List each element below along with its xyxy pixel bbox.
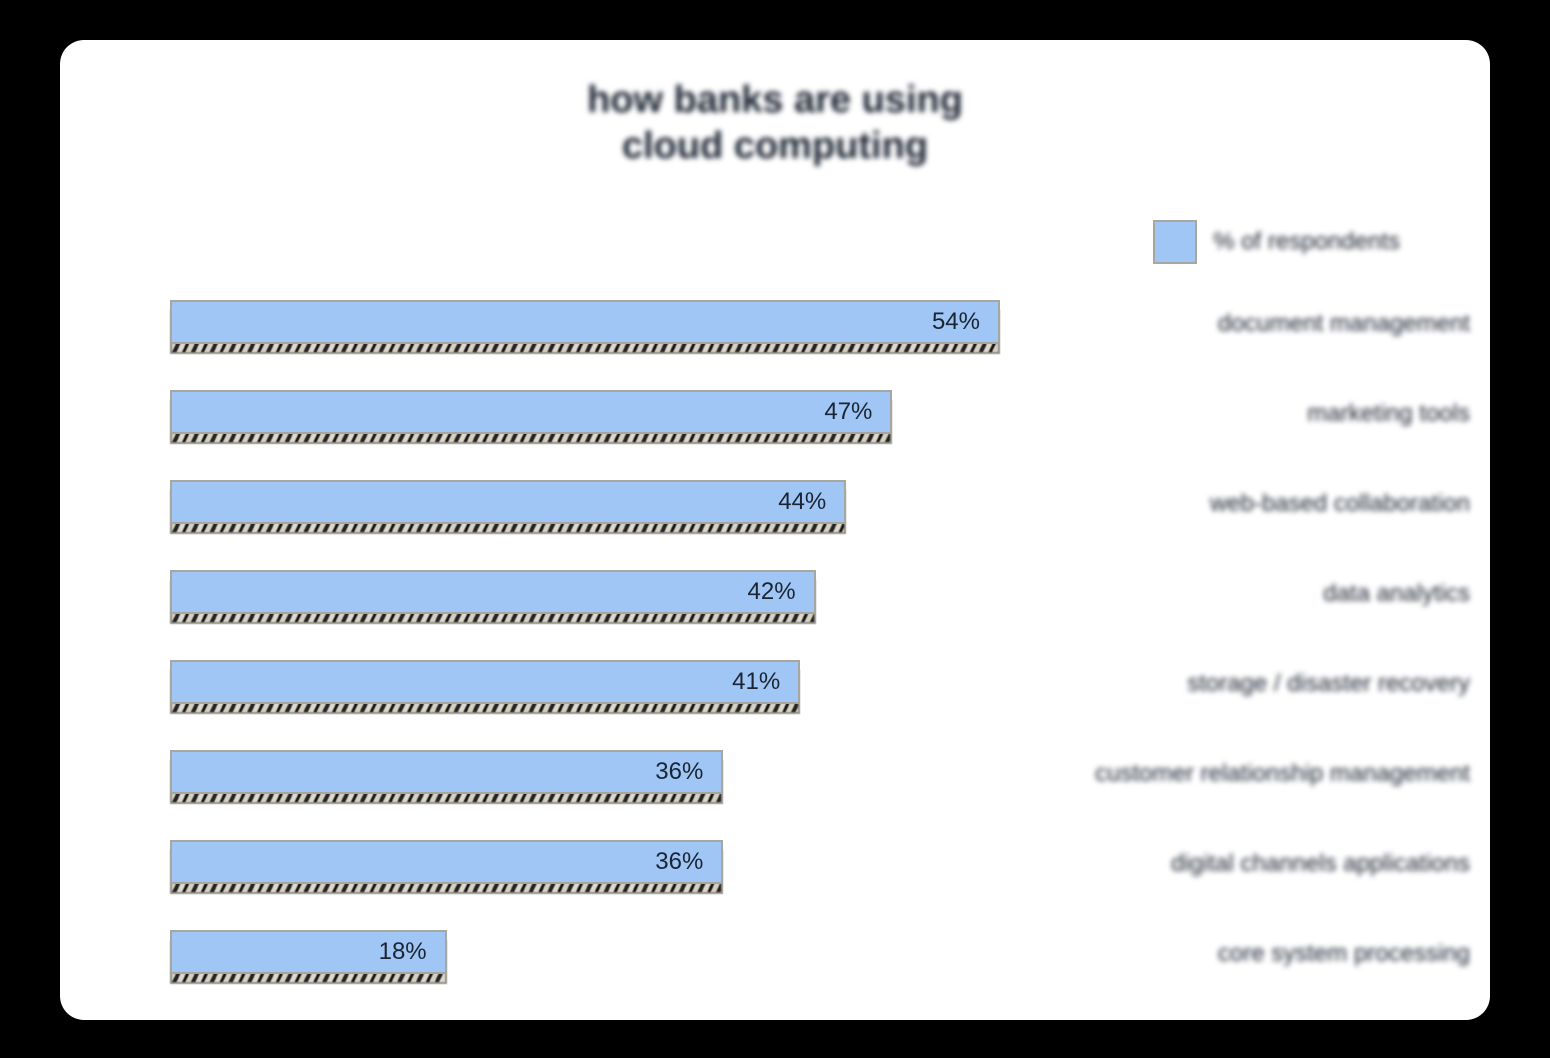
bar-track: 36% xyxy=(170,750,1000,798)
bar-value: 47% xyxy=(824,398,872,426)
bar: 54% xyxy=(170,300,1000,344)
bar-row: 36%digital channels applications xyxy=(170,840,1390,888)
bar-label: storage / disaster recovery xyxy=(1030,670,1470,698)
bar-track: 41% xyxy=(170,660,1000,708)
bar: 41% xyxy=(170,660,800,704)
bar-value: 54% xyxy=(932,308,980,336)
bar-label: document management xyxy=(1030,310,1470,338)
bar: 36% xyxy=(170,750,723,794)
legend: % of respondents xyxy=(1153,220,1400,264)
bar-track: 36% xyxy=(170,840,1000,888)
bar: 47% xyxy=(170,390,892,434)
bar-value: 44% xyxy=(778,488,826,516)
bar: 42% xyxy=(170,570,816,614)
bar-row: 36%customer relationship management xyxy=(170,750,1390,798)
bar-row: 54%document management xyxy=(170,300,1390,348)
bar-row: 47%marketing tools xyxy=(170,390,1390,438)
bar-row: 44%web-based collaboration xyxy=(170,480,1390,528)
bar: 44% xyxy=(170,480,846,524)
bar-chart: 54%document management 47%marketing tools… xyxy=(170,300,1390,1020)
chart-figure: how banks are using cloud computing % of… xyxy=(60,40,1490,1020)
bar-track: 44% xyxy=(170,480,1000,528)
chart-title: how banks are using cloud computing xyxy=(60,78,1490,169)
bar-track: 18% xyxy=(170,930,1000,978)
bar-label: data analytics xyxy=(1030,580,1470,608)
bar-value: 42% xyxy=(748,578,796,606)
legend-swatch xyxy=(1153,220,1197,264)
bar: 18% xyxy=(170,930,447,974)
bar-label: core system processing xyxy=(1030,940,1470,968)
bar-label: web-based collaboration xyxy=(1030,490,1470,518)
bar-value: 18% xyxy=(379,938,427,966)
bar: 36% xyxy=(170,840,723,884)
bar-value: 41% xyxy=(732,668,780,696)
chart-title-line1: how banks are using xyxy=(60,78,1490,124)
bar-row: 41%storage / disaster recovery xyxy=(170,660,1390,708)
bar-label: digital channels applications xyxy=(1030,850,1470,878)
bar-value: 36% xyxy=(655,848,703,876)
bar-value: 36% xyxy=(655,758,703,786)
bar-label: marketing tools xyxy=(1030,400,1470,428)
legend-label: % of respondents xyxy=(1213,228,1400,256)
bar-track: 54% xyxy=(170,300,1000,348)
bar-label: customer relationship management xyxy=(1030,760,1470,788)
bar-track: 47% xyxy=(170,390,1000,438)
bar-row: 18%core system processing xyxy=(170,930,1390,978)
chart-title-line2: cloud computing xyxy=(60,124,1490,170)
bar-row: 42%data analytics xyxy=(170,570,1390,618)
bar-track: 42% xyxy=(170,570,1000,618)
